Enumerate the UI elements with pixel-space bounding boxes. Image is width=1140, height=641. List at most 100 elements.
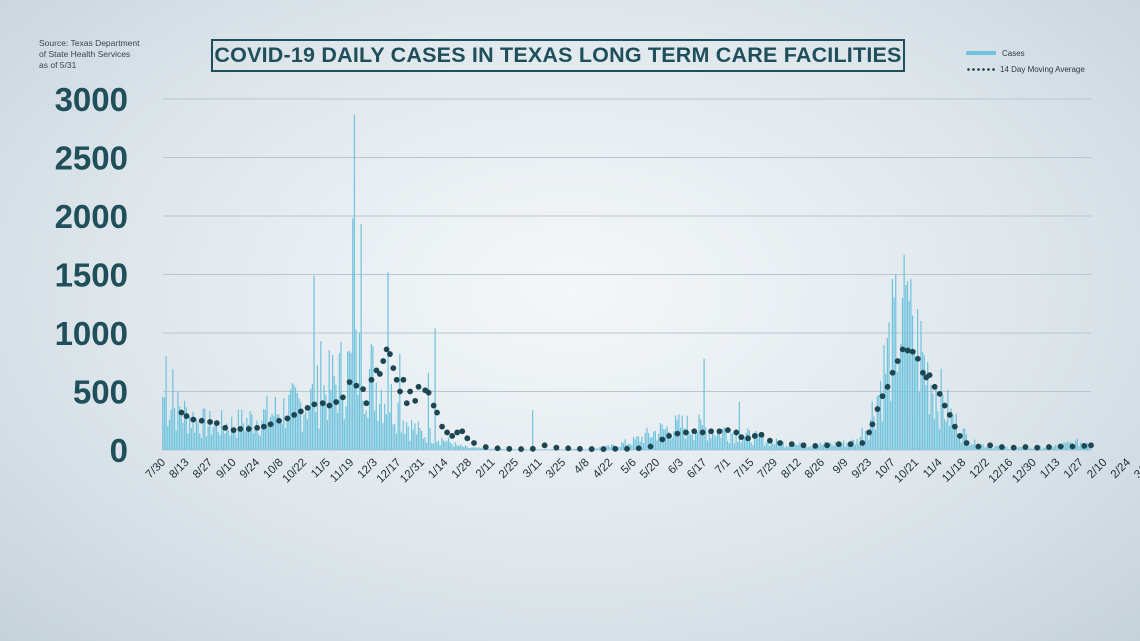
moving-average-point [459,428,466,435]
case-bar [880,381,882,450]
case-bar [651,437,653,450]
case-bar [373,410,376,450]
moving-average-point [889,369,896,376]
case-bar [984,447,986,450]
case-bar [891,279,893,450]
case-bar [288,395,290,450]
case-bar [637,436,640,450]
case-bar [641,436,643,450]
moving-average-point [751,433,758,439]
x-tick-label: 1/14 [426,456,451,481]
case-bar [700,419,702,450]
x-tick-label: 12/16 [987,457,1016,486]
moving-average-point [333,399,340,405]
case-bar [268,422,270,450]
case-bar [537,449,539,450]
case-bar [644,432,646,450]
case-bar [189,416,191,450]
case-bar [501,448,503,450]
case-bar [1053,446,1055,450]
case-bar [705,427,707,450]
case-bar [994,446,996,450]
case-bar [247,424,250,450]
case-bar [881,421,883,450]
case-bar [256,420,258,450]
case-bar [192,411,194,450]
case-bar [964,428,966,450]
case-bar [394,423,396,450]
case-bar [1086,443,1089,450]
case-bar [331,354,334,450]
case-bar [900,343,902,450]
case-bar [849,445,851,450]
case-bar [392,424,394,450]
case-bar [168,419,171,450]
moving-average-point [326,402,333,409]
case-bar [353,114,356,451]
case-bar [185,407,187,450]
case-bar [458,445,460,450]
case-bar [318,428,320,450]
case-bar [634,439,636,450]
case-bar [178,406,181,450]
moving-average-point [291,412,298,418]
case-bar [765,442,767,450]
moving-average-point [222,424,229,431]
case-bar [989,448,991,450]
case-bar [685,438,687,450]
case-bar [204,408,206,450]
moving-average-point [577,445,583,452]
moving-average-point [553,444,560,451]
case-bar [274,396,277,450]
case-bar [362,400,364,450]
moving-average-point [682,429,689,436]
case-bar [797,444,799,450]
case-bar [874,429,877,450]
case-bar [234,429,236,450]
case-bar [190,428,192,450]
case-bar [184,400,186,450]
case-bar [753,432,756,450]
case-bar [990,446,993,450]
case-bar [348,350,350,450]
moving-average-point [1088,442,1094,449]
case-bar [488,448,490,450]
moving-average-point [276,417,282,424]
moving-average-point [178,409,185,416]
case-bar [706,440,709,450]
case-bar [335,384,337,450]
case-bar [417,421,419,450]
x-tick-label: 11/19 [328,457,356,485]
case-bar [621,442,623,450]
case-bar [426,442,428,450]
case-bar [804,447,806,450]
case-bar [454,442,456,450]
moving-average-point [425,389,432,396]
case-bar [733,443,735,450]
moving-average-point [482,444,489,450]
moving-average-point [647,443,654,450]
case-bar [952,414,954,450]
x-tick-label: 8/26 [803,457,827,481]
case-bar [876,396,878,450]
case-bar [1029,447,1031,450]
moving-average-point [376,371,383,377]
case-bar [629,443,631,450]
moving-average-point [859,440,866,446]
case-bar [232,429,234,450]
moving-average-point [766,437,773,444]
case-bar [819,442,821,450]
case-bar [1068,442,1070,450]
case-bar [303,414,305,450]
case-bar [1043,447,1045,450]
case-bar [463,447,465,450]
case-bar [1033,448,1035,450]
case-bar [799,442,801,450]
case-bar [360,224,362,450]
case-bar [471,447,473,450]
case-bar [811,447,813,450]
x-axis: 7/30 8/13 8/27 9/10 9/24 10/810/22 11/511/19 12… [144,456,1140,485]
moving-average-point [213,420,220,426]
case-bar [843,440,845,450]
